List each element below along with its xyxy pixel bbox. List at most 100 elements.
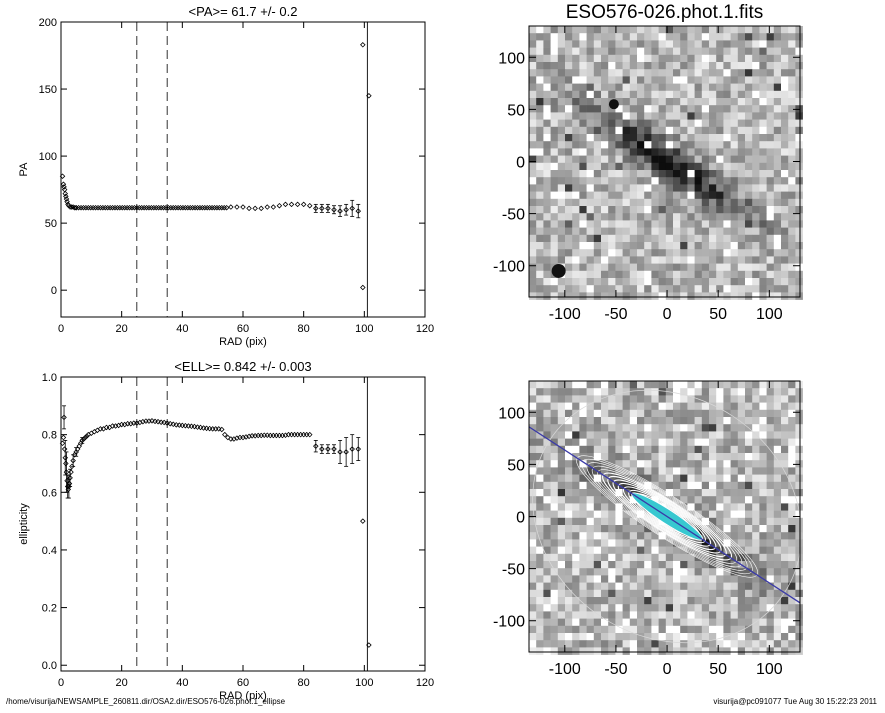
data-point [63, 460, 69, 467]
data-point [191, 423, 198, 430]
data-point [294, 201, 301, 208]
y-tick-label: 150 [39, 84, 57, 96]
y-tick-label: -100 [493, 259, 525, 276]
outlier-point [366, 92, 372, 99]
x-tick-label: 40 [176, 677, 188, 689]
data-point [306, 202, 313, 209]
y-tick-label: 100 [498, 405, 525, 422]
data-point [300, 431, 307, 438]
footer-file-path: /home/visurija/NEWSAMPLE_260811.dir/OSA2… [6, 697, 286, 706]
data-point [319, 205, 325, 212]
data-point [69, 463, 75, 470]
data-point [70, 457, 76, 464]
outlier-point [360, 518, 366, 524]
data-point [276, 432, 283, 439]
data-point [106, 424, 113, 431]
data-point [60, 434, 67, 441]
x-tick-label: 60 [237, 323, 249, 335]
data-point [349, 205, 355, 212]
data-point [59, 173, 66, 179]
data-point [212, 426, 219, 432]
outlier-point [360, 284, 366, 291]
data-point [61, 184, 67, 190]
x-tick-label: 120 [416, 323, 434, 335]
x-tick-label: -50 [604, 661, 627, 678]
x-tick-label: 0 [58, 323, 64, 335]
data-point [84, 433, 90, 439]
data-point [62, 454, 69, 461]
y-tick-label: 0.2 [42, 603, 57, 615]
data-point [246, 205, 252, 212]
y-tick-label: -50 [502, 562, 525, 579]
x-tick-label: 80 [298, 677, 310, 689]
x-tick-label: 20 [116, 323, 128, 335]
data-point [197, 424, 204, 431]
image-title: ESO576-026.phot.1.fits [566, 2, 764, 23]
data-point [59, 440, 66, 447]
x-axis-label: RAD (pix) [219, 690, 267, 702]
x-tick-label: 0 [58, 677, 64, 689]
data-point [149, 418, 155, 424]
x-axis-label: RAD (pix) [219, 336, 267, 348]
data-point [291, 431, 298, 438]
data-point [223, 204, 230, 211]
y-tick-label: 0 [516, 510, 525, 527]
data-point [288, 431, 295, 438]
data-point [91, 428, 98, 435]
data-point [66, 480, 73, 487]
data-point [331, 206, 337, 213]
data-point [64, 198, 70, 205]
data-point [343, 449, 349, 455]
x-tick-label: 100 [355, 677, 373, 689]
y-tick-label: 50 [507, 102, 525, 119]
data-point [71, 204, 78, 211]
data-point [80, 436, 87, 442]
data-point [300, 201, 307, 208]
data-point [103, 424, 110, 431]
data-point [228, 204, 234, 210]
y-tick-label: 0 [51, 285, 57, 297]
data-point [109, 423, 116, 429]
data-point [61, 446, 68, 452]
plot-frame [60, 21, 426, 318]
x-tick-label: 80 [298, 323, 310, 335]
data-point [94, 427, 101, 434]
data-point [270, 204, 277, 210]
x-tick-label: 0 [663, 306, 672, 323]
y-tick-label: -100 [493, 614, 525, 631]
data-point [65, 486, 72, 493]
star [551, 263, 566, 278]
data-point [68, 469, 74, 475]
y-tick-label: 100 [39, 151, 57, 163]
data-point [61, 414, 67, 421]
y-tick-label: 0.6 [42, 487, 57, 499]
data-point [215, 426, 222, 432]
data-point [282, 201, 289, 208]
x-tick-label: 40 [176, 323, 188, 335]
x-tick-label: 60 [237, 677, 249, 689]
data-point [306, 431, 313, 438]
data-point [63, 469, 70, 475]
data-point [337, 208, 343, 214]
outlier-point [360, 42, 366, 48]
x-tick-label: 120 [416, 677, 434, 689]
data-point [264, 204, 271, 210]
data-point [258, 205, 264, 212]
pa-plot: <PA>= 61.7 +/- 0.2 RAD (pix) PA 0 20 40 60 80 10… [18, 4, 434, 348]
data-point [355, 208, 362, 214]
data-point [337, 449, 343, 455]
y-tick-label: 100 [498, 50, 525, 67]
galaxy-image-panel: ESO576-026.phot.1.fits -100 -50 0 50 100 -100 -… [493, 2, 803, 323]
data-point [60, 181, 67, 188]
plot-title: <PA>= 61.7 +/- 0.2 [189, 4, 298, 19]
data-point [167, 420, 173, 427]
data-point [164, 420, 170, 426]
data-point [313, 443, 319, 449]
y-tick-label: 50 [45, 218, 57, 230]
y-axis-label: PA [18, 162, 30, 177]
plot-title: <ELL>= 0.842 +/- 0.003 [174, 359, 311, 374]
data-point [325, 205, 331, 212]
x-tick-label: 50 [709, 661, 727, 678]
data-point [222, 431, 228, 438]
